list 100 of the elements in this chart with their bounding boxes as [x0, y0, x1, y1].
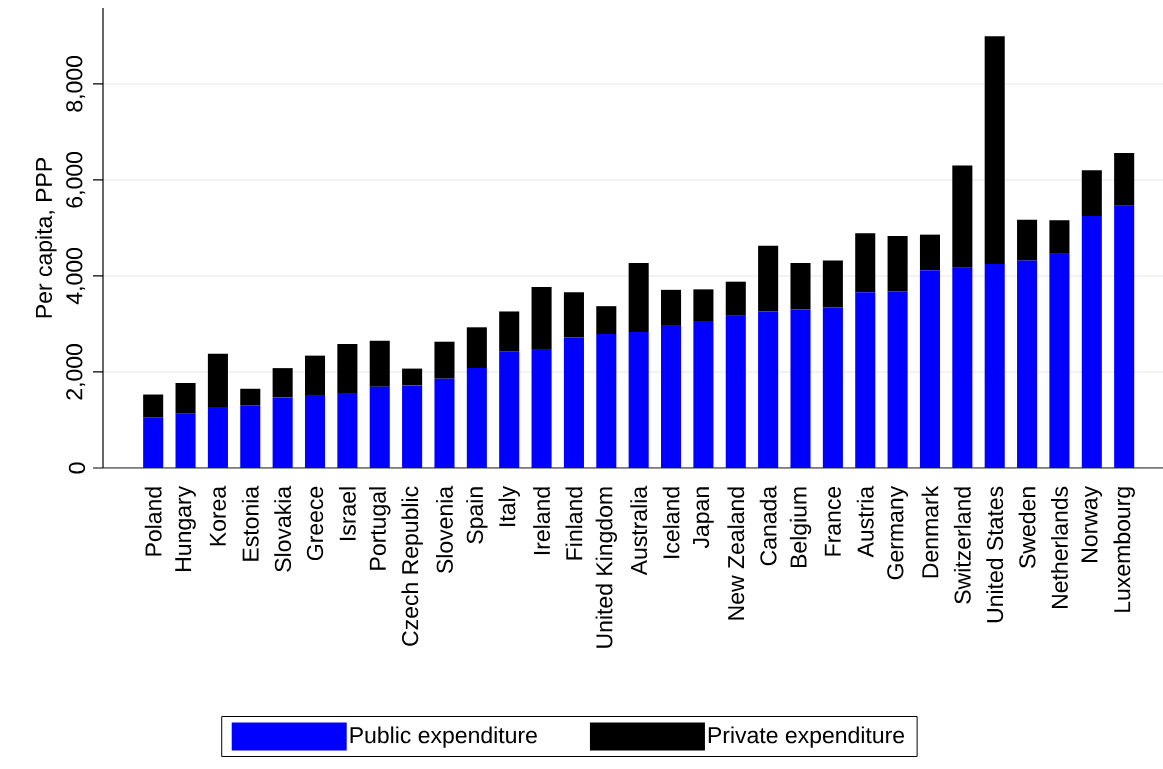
x-tick-label: Denmark — [921, 485, 939, 578]
bar — [466, 327, 487, 369]
x-tick-label: Switzerland — [953, 487, 971, 604]
bar — [1081, 215, 1102, 468]
bar — [1017, 219, 1038, 261]
bar — [466, 368, 487, 468]
bar — [1081, 170, 1102, 216]
x-tick-label: Portugal — [369, 487, 391, 570]
x-tick-label: Canada — [759, 485, 777, 566]
bar — [531, 348, 552, 468]
x-tick-label: Luxembourg — [1113, 487, 1135, 612]
y-tick-label: 8,000 — [66, 55, 86, 112]
y-tick-label: 2,000 — [66, 344, 86, 400]
bar — [725, 281, 746, 316]
bar — [1049, 220, 1070, 254]
x-tick-label: New Zealand — [727, 487, 745, 620]
bar — [563, 292, 584, 338]
x-tick-label: Hungary — [175, 485, 196, 571]
bar — [1017, 260, 1038, 468]
x-tick-label: Korea — [209, 485, 226, 546]
y-tick-label: 0 — [68, 462, 86, 474]
x-tick-label: Netherlands — [1050, 486, 1068, 608]
bar — [661, 325, 682, 468]
bar — [855, 233, 876, 293]
bar — [1114, 205, 1135, 468]
bar — [887, 236, 908, 292]
bar — [984, 36, 1005, 264]
x-tick-label: Czech Republic — [401, 486, 423, 646]
bar — [693, 321, 714, 468]
bar — [175, 383, 196, 414]
x-tick-label: Belgium — [789, 487, 812, 568]
x-tick-label: Norway — [1081, 485, 1103, 562]
x-tick-label: Sweden — [1018, 487, 1036, 568]
bar — [790, 262, 811, 310]
bar — [596, 306, 617, 335]
x-tick-label: Estonia — [241, 485, 259, 561]
x-tick-label: United States — [986, 486, 1004, 623]
x-tick-label: United Kingdom — [595, 487, 618, 648]
bar — [434, 341, 455, 379]
bar — [143, 417, 164, 468]
bar — [758, 311, 779, 468]
x-tick-label: Finland — [565, 487, 583, 560]
bar — [952, 267, 973, 468]
bar — [272, 397, 293, 468]
x-tick-label: Spain — [466, 487, 488, 544]
bar — [952, 165, 973, 268]
x-tick-label: Iceland — [662, 487, 680, 558]
bar — [240, 388, 261, 406]
bar — [143, 394, 164, 418]
bar — [337, 344, 358, 394]
legend-label: Public expenditure — [350, 726, 537, 748]
bar — [207, 407, 228, 468]
bar — [207, 353, 228, 408]
bar — [499, 351, 520, 468]
bar — [725, 315, 746, 468]
bar — [175, 413, 196, 468]
bar — [628, 262, 649, 333]
bar — [240, 405, 261, 468]
bar — [304, 355, 326, 396]
bar — [272, 368, 293, 398]
x-tick-label: France — [824, 486, 841, 556]
x-tick-label: Germany — [887, 485, 909, 580]
x-tick-label: Australia — [630, 485, 648, 576]
bar — [402, 385, 423, 468]
x-tick-label: Austria — [856, 485, 874, 558]
y-axis-title: Per capita, PPP — [35, 158, 57, 318]
bar — [919, 270, 941, 468]
x-tick-label: Italy — [498, 485, 520, 526]
bar — [822, 260, 843, 308]
bar — [984, 263, 1005, 468]
bar — [661, 289, 682, 326]
bar — [790, 309, 811, 468]
bar — [531, 286, 552, 349]
x-tick-label: Ireland — [533, 487, 551, 555]
bar — [758, 245, 779, 312]
bar — [1049, 253, 1070, 468]
bar — [1114, 153, 1135, 206]
bar — [563, 337, 584, 468]
bar — [402, 368, 423, 386]
bar — [596, 334, 617, 468]
bar — [693, 289, 714, 322]
bar — [369, 340, 390, 387]
bar — [628, 332, 649, 468]
bar — [304, 395, 326, 468]
bar — [499, 311, 520, 352]
bar — [822, 307, 843, 468]
x-tick-label: Slovakia — [274, 485, 292, 572]
x-tick-label: Israel — [338, 487, 356, 540]
x-tick-label: Slovenia — [436, 485, 453, 574]
bar — [887, 291, 908, 468]
bar — [434, 378, 455, 468]
y-tick-label: 6,000 — [66, 152, 86, 208]
bar — [369, 386, 390, 468]
bar — [855, 292, 876, 468]
x-tick-label: Japan — [693, 487, 714, 549]
bar — [919, 234, 941, 271]
x-tick-label: Greece — [306, 486, 324, 561]
y-tick-label: 4,000 — [66, 248, 86, 305]
x-tick-label: Poland — [144, 487, 162, 556]
legend-label: Private expenditure — [708, 726, 905, 748]
